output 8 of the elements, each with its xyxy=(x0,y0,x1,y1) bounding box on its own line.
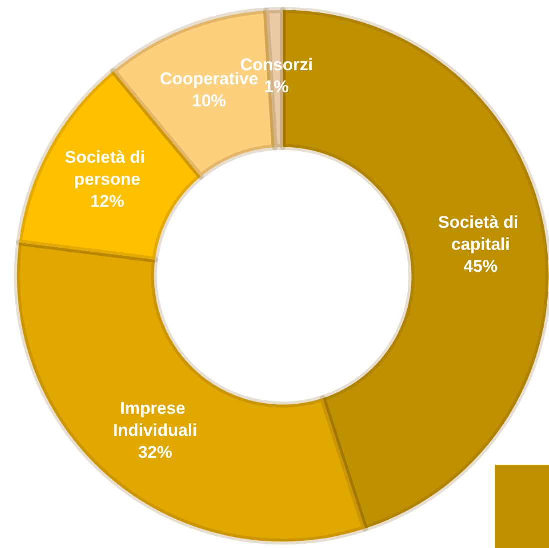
slice-label: Imprese Individuali xyxy=(113,398,198,440)
data-label: 45% xyxy=(464,257,498,276)
slice-label: Società di capitali xyxy=(438,213,524,254)
data-label: 12% xyxy=(90,192,125,212)
slice-label: Società di persone xyxy=(64,148,150,190)
data-label: 10% xyxy=(192,91,226,110)
data-label: 32% xyxy=(138,442,172,462)
slice-label: Cooperative xyxy=(160,69,258,88)
